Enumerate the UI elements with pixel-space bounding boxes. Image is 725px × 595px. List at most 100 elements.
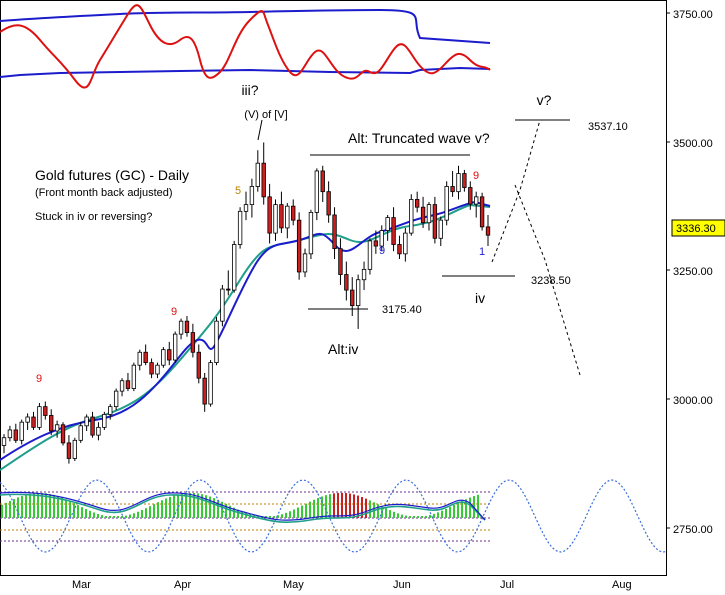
candle <box>456 165 461 200</box>
candle <box>214 317 219 366</box>
candle <box>243 191 249 221</box>
candle-body <box>72 439 77 459</box>
x-tick-label: May <box>283 579 304 591</box>
candle <box>403 227 408 262</box>
candle <box>385 214 390 241</box>
candle-body <box>232 244 237 291</box>
candle <box>137 349 142 371</box>
candle-body <box>108 406 113 415</box>
candle <box>102 411 107 430</box>
projection-up-path <box>491 119 541 263</box>
candle <box>208 360 213 407</box>
candle-body <box>119 380 125 392</box>
candle <box>326 181 331 223</box>
candle-body <box>137 351 142 366</box>
candle <box>267 183 272 244</box>
candle <box>125 372 131 392</box>
time-axis: Mar Apr May Jun Jul Aug <box>72 579 632 591</box>
candle <box>108 404 113 420</box>
candle-body <box>267 196 272 234</box>
candle <box>54 420 60 438</box>
candle-body <box>214 320 219 364</box>
candle <box>350 277 355 316</box>
x-tick-label: Aug <box>612 579 632 591</box>
candle <box>119 378 125 397</box>
candle-body <box>479 196 485 228</box>
count-label: 9 <box>36 373 42 385</box>
candle <box>167 341 172 366</box>
candle <box>479 192 485 231</box>
candle-body <box>302 253 308 273</box>
moving-average-fast <box>0 200 491 461</box>
candle <box>7 425 13 442</box>
candle <box>308 209 314 260</box>
candle <box>232 240 237 293</box>
candle-body <box>37 406 42 428</box>
oscillator-line <box>0 4 491 89</box>
candle-body <box>344 274 349 291</box>
candle <box>320 165 325 203</box>
alt-truncated-label: Alt: Truncated wave v? <box>348 130 490 146</box>
candle <box>438 216 443 247</box>
count-label: 9 <box>379 245 385 257</box>
candle-body <box>43 406 48 416</box>
candle-body <box>178 320 184 335</box>
candle-body <box>474 196 479 205</box>
candle-body <box>338 248 343 275</box>
candle <box>379 225 384 252</box>
count-label: 9 <box>473 170 479 182</box>
candle-body <box>296 219 302 273</box>
candle-body <box>78 425 83 441</box>
candle-body <box>397 244 402 255</box>
candle-body <box>456 173 461 193</box>
x-tick-label: Jul <box>500 579 514 591</box>
candle-body <box>326 191 331 216</box>
histogram-fast-line <box>0 491 486 521</box>
moving-average-slow <box>0 203 491 471</box>
histogram-signal-line <box>0 493 486 523</box>
candle-body <box>320 170 325 193</box>
candle-body <box>196 351 201 379</box>
candle-body <box>84 416 89 427</box>
wave-v-of-label: (V) of [V] <box>244 109 287 121</box>
candle <box>468 181 473 210</box>
candle-body <box>367 240 373 270</box>
candle <box>355 274 361 329</box>
candle <box>72 437 77 462</box>
candle <box>1 434 7 454</box>
candle <box>43 401 48 420</box>
candle-body <box>161 349 166 366</box>
candle-body <box>391 217 396 245</box>
candle <box>414 191 420 213</box>
annotations: iii? (V) of [V] Gold futures (GC) - Dail… <box>35 82 628 385</box>
candle <box>161 347 166 368</box>
oscillator-lower-band <box>0 66 491 78</box>
candle-body <box>172 333 178 361</box>
candle <box>462 169 467 192</box>
candle <box>409 194 414 236</box>
candle <box>25 413 30 430</box>
candle-body <box>361 268 367 281</box>
candle <box>237 207 243 249</box>
candle-body <box>54 424 60 432</box>
y-tick-label: 2750.00 <box>673 524 713 536</box>
candlestick-series <box>1 142 491 464</box>
candle <box>84 414 89 431</box>
candle-body <box>190 332 196 353</box>
candle <box>113 388 119 411</box>
candle-body <box>31 416 36 428</box>
wave-v-label: v? <box>537 92 552 108</box>
candle-body <box>420 206 426 224</box>
candle <box>367 238 373 275</box>
last-price-marker: 3336.30 <box>671 219 725 237</box>
candle <box>444 181 449 226</box>
candle <box>432 196 438 244</box>
candle-body <box>155 364 160 375</box>
y-tick-label: 3500.00 <box>673 138 713 150</box>
candle-body <box>468 187 473 205</box>
candle-body <box>279 204 284 229</box>
level-low-label: 3175.40 <box>382 304 422 316</box>
candle <box>49 409 54 436</box>
candle-body <box>373 240 379 247</box>
x-tick-label: Jun <box>393 579 411 591</box>
